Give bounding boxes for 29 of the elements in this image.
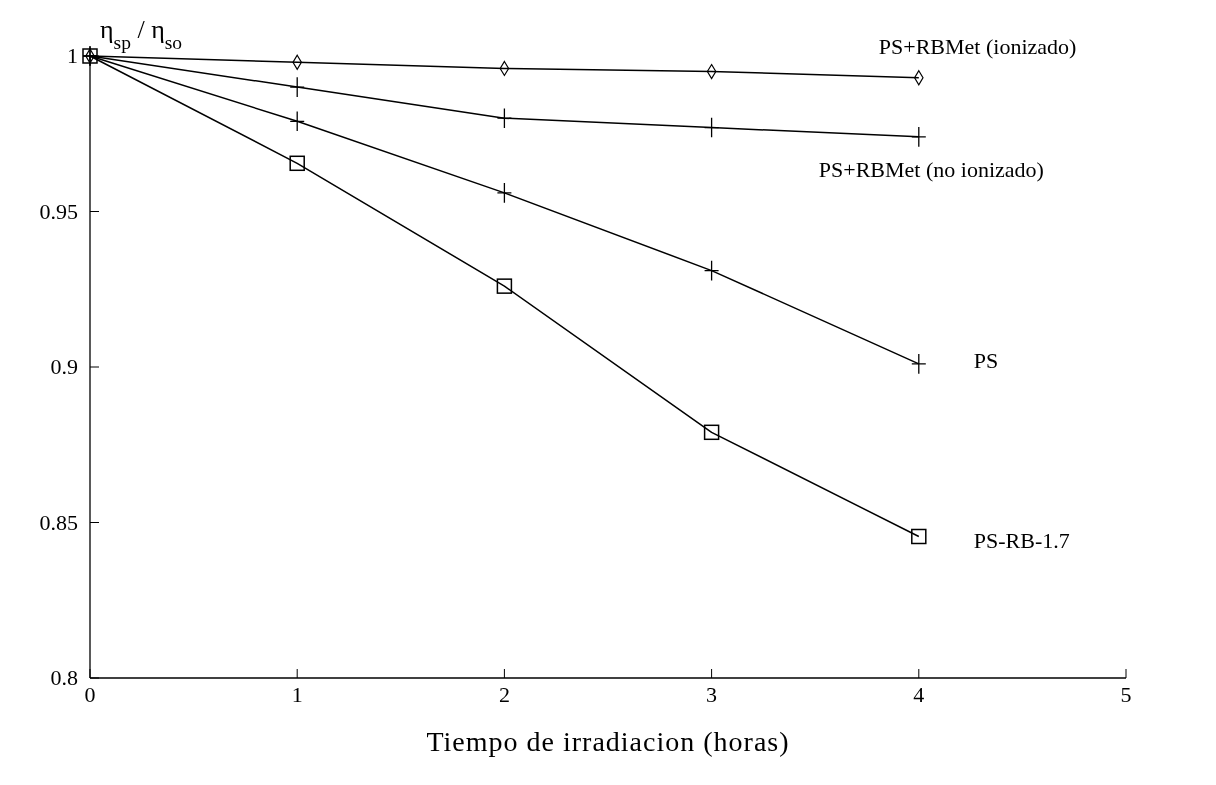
point <box>496 107 513 129</box>
point <box>289 76 305 98</box>
point <box>911 353 927 375</box>
x-tick-label: 2 <box>498 682 510 707</box>
y-tick-label: 1 <box>67 43 78 68</box>
point <box>289 155 305 172</box>
y-tick-label: 0.9 <box>50 354 78 379</box>
point <box>496 182 513 204</box>
y-tick-label: 0.85 <box>39 509 78 535</box>
point <box>911 126 927 148</box>
x-tick-label: 4 <box>913 682 925 707</box>
y-tick-label: 0.8 <box>50 665 78 690</box>
x-tick-label: 0 <box>84 682 96 707</box>
point <box>289 110 305 132</box>
series-label: PS+RBMet (no ionizado) <box>818 156 1044 182</box>
y-axis-title: η$_{sp}$ / η$_{so}$ <box>100 15 183 53</box>
point <box>496 278 513 294</box>
x-tick-label: 3 <box>706 682 718 707</box>
text: PS <box>973 347 999 373</box>
x-axis-title: Tiempo de irradiacion (horas) <box>426 726 790 757</box>
x-tick-label: 1 <box>291 682 303 707</box>
point <box>703 260 720 282</box>
series-label: PS+RBMet (ionizado) <box>878 33 1077 59</box>
point <box>703 117 720 138</box>
point <box>911 528 927 545</box>
point <box>703 424 720 441</box>
y-tick-label: 0.95 <box>39 198 78 224</box>
text: PS-RB-1.7 <box>973 528 1070 554</box>
x-tick-label: 5 <box>1120 682 1132 707</box>
